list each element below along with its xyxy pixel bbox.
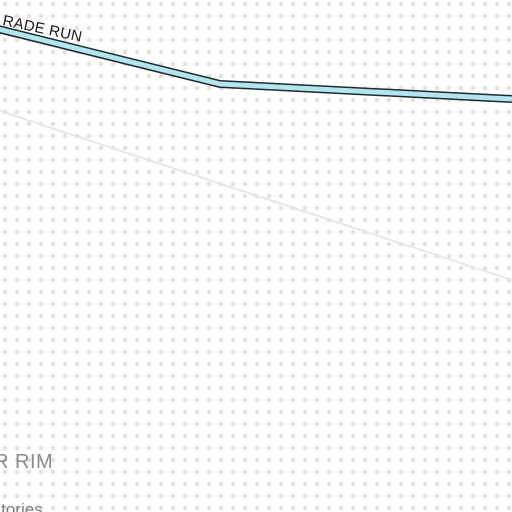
boundary-line bbox=[0, 110, 512, 281]
subregion-label: rritories bbox=[0, 500, 43, 512]
ski-run-fill bbox=[0, 26, 512, 102]
ski-run[interactable] bbox=[0, 25, 512, 103]
region-label: R RIM bbox=[0, 451, 54, 473]
